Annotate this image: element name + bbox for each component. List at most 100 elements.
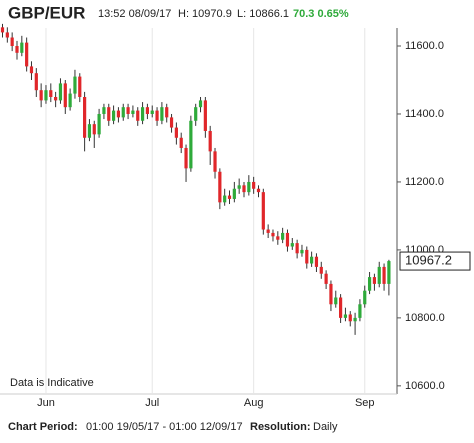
chart-title: GBP/EUR [8, 3, 85, 22]
candle-body [242, 185, 246, 193]
candle-body [295, 243, 299, 254]
quote-low: L: 10866.1 [237, 8, 289, 20]
candle-body [203, 100, 207, 131]
candle-body [165, 107, 169, 118]
candle-body [218, 171, 222, 203]
candle-body [73, 76, 77, 94]
candle-body [343, 314, 348, 318]
candle-body [5, 32, 9, 38]
quote-change: 70.3 0.65% [293, 8, 349, 20]
x-tick-label: Jun [37, 397, 55, 409]
candle-body [377, 266, 381, 284]
candle-body [208, 130, 212, 152]
candle-body [261, 192, 265, 230]
candle-body [63, 83, 67, 108]
candle-body [290, 243, 294, 247]
candle-body [276, 236, 280, 240]
candle-body [252, 181, 256, 189]
candle-body [83, 96, 87, 138]
candle-body [189, 120, 193, 169]
last-price-box [399, 251, 471, 271]
candle-body [314, 256, 319, 267]
candle-body [281, 232, 285, 240]
y-tick-label: 11600.0 [405, 40, 444, 52]
candle-body [131, 110, 135, 114]
candle-body [300, 249, 304, 254]
candle-body [92, 124, 96, 135]
candle-body [25, 42, 29, 67]
candle-body [39, 90, 43, 101]
candle-body [54, 96, 58, 101]
candle-body [111, 110, 116, 121]
candle-body [372, 277, 377, 284]
candle-body [68, 93, 72, 108]
candle-body [140, 107, 145, 121]
candle-body [382, 266, 386, 284]
candle-body [29, 66, 34, 74]
candle-body [20, 42, 24, 53]
candle-body [78, 76, 82, 97]
resolution: Daily [313, 421, 338, 433]
candle-body [136, 110, 140, 121]
candle-body [198, 100, 203, 108]
x-tick-label: Jul [145, 397, 159, 409]
candle-body [145, 107, 149, 114]
candle-body [285, 232, 290, 247]
candle-body [102, 107, 106, 114]
candle-body [247, 181, 251, 193]
candle-body [271, 232, 275, 237]
last-price-label: 10967.2 [405, 252, 452, 267]
candle-body [44, 90, 48, 101]
candle-body [227, 195, 232, 199]
candle-body [324, 273, 328, 284]
period-label: Chart Period: [8, 421, 78, 433]
x-tick-label: Sep [355, 397, 375, 409]
candle-body [169, 117, 174, 128]
candle-body [58, 83, 63, 101]
candle-body [194, 107, 198, 121]
candle-body [256, 188, 261, 193]
annotation: Data is Indicative [10, 377, 94, 389]
candle-body [367, 277, 372, 291]
candle-body [387, 261, 391, 284]
candle-body [363, 290, 367, 305]
candle-body [353, 317, 357, 322]
candle-body [15, 46, 19, 53]
x-tick-label: Aug [244, 397, 264, 409]
candle-body [34, 73, 38, 91]
y-tick-label: 10600.0 [405, 380, 445, 392]
candle-body [310, 256, 314, 264]
candle-body [49, 90, 53, 97]
candle-body [87, 124, 92, 138]
candle-body [223, 195, 227, 203]
candle-body [329, 283, 333, 305]
y-tick-label: 10800.0 [405, 312, 445, 324]
candle-body [232, 188, 236, 199]
y-tick-label: 11200.0 [405, 176, 444, 188]
quote-high: H: 10970.9 [178, 8, 232, 20]
candle-body [160, 107, 164, 121]
period: 01:00 19/05/17 - 01:00 12/09/17 [86, 421, 243, 433]
candle-body [126, 107, 130, 114]
resolution-label: Resolution: [250, 421, 311, 433]
candle-body [116, 110, 121, 118]
candle-body [213, 151, 217, 172]
y-tick-label: 11400.0 [405, 108, 444, 120]
candle-body [266, 229, 270, 233]
candle-body [179, 137, 183, 148]
candle-body [174, 127, 178, 138]
candle-body [107, 107, 111, 121]
candle-body [339, 297, 343, 318]
candle-body [155, 110, 159, 121]
candle-body [334, 297, 338, 305]
candle-body [348, 314, 352, 322]
candle-body [184, 147, 188, 169]
candle-body [0, 27, 5, 33]
candle-body [121, 107, 125, 118]
quote-time: 13:52 08/09/17 [98, 8, 171, 20]
candle-body [319, 266, 323, 274]
candle-body [97, 113, 101, 135]
candle-body [305, 249, 309, 264]
candle-body [10, 37, 14, 47]
